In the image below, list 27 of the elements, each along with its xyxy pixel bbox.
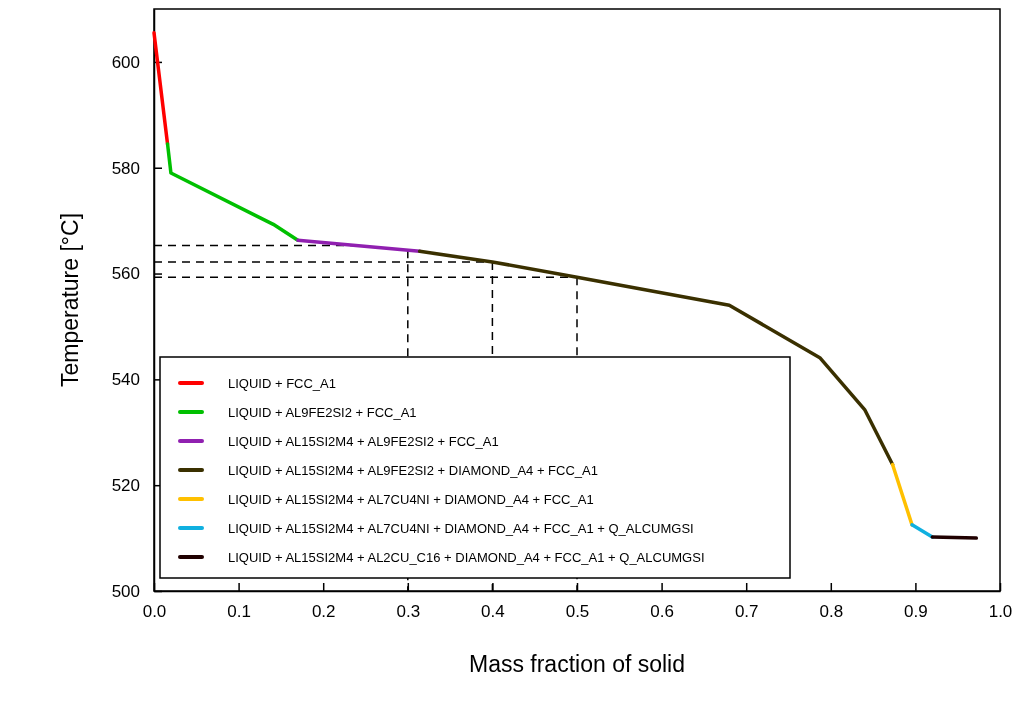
y-tick-label: 520 [111,476,140,496]
legend-label: LIQUID + FCC_A1 [228,375,337,391]
y-tick-label: 600 [111,52,140,72]
x-tick-label: 0.7 [734,602,759,622]
y-tick-label: 500 [111,581,140,601]
y-axis-title: Temperature [°C] [57,212,83,388]
x-tick-label: 0.1 [227,602,251,622]
x-tick-label: 0.2 [311,602,336,622]
x-tick-label: 0.6 [650,602,674,622]
x-tick-label: 1.0 [988,602,1013,622]
x-tick-label: 0.5 [565,602,590,622]
x-tick-label: 0.0 [142,602,167,622]
x-tick-label: 0.9 [904,602,928,622]
legend-label: LIQUID + AL9FE2SI2 + FCC_A1 [228,404,417,420]
y-tick-label: 540 [111,370,140,390]
legend-label: LIQUID + AL15SI2M4 + AL2CU_C16 + DIAMOND_A4 + FCC_A1 + Q_ALCUMGSI [228,549,705,565]
y-tick-label: 560 [111,264,140,284]
y-tick-label: 580 [111,158,140,178]
legend-label: LIQUID + AL15SI2M4 + AL9FE2SI2 + FCC_A1 [228,433,499,449]
legend-label: LIQUID + AL15SI2M4 + AL9FE2SI2 + DIAMOND_A4 + FCC_A1 [228,462,598,478]
legend-label: LIQUID + AL15SI2M4 + AL7CU4NI + DIAMOND_A4 + FCC_A1 + Q_ALCUMGSI [228,520,694,536]
line-series [165,142,300,242]
x-tick-label: 0.8 [819,602,844,622]
x-tick-label: 0.3 [396,602,421,622]
legend-label: LIQUID + AL15SI2M4 + AL7CU4NI + DIAMOND_A4 + FCC_A1 [228,491,594,507]
x-tick-label: 0.4 [481,602,505,622]
x-axis-title: Mass fraction of solid [468,651,686,677]
